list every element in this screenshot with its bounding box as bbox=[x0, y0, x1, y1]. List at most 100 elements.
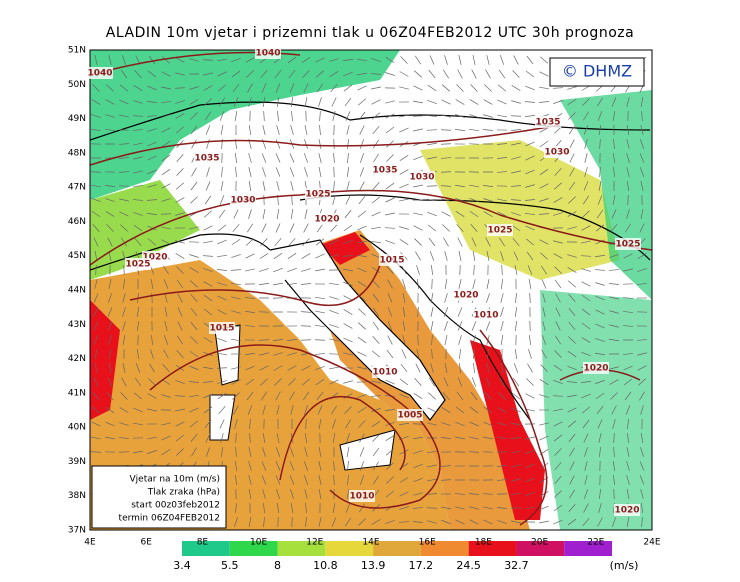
wind-arrow bbox=[471, 377, 477, 387]
wind-arrow bbox=[568, 294, 576, 302]
isobar-label-bg bbox=[349, 490, 375, 502]
wind-arrow bbox=[147, 212, 157, 216]
isobar-label: 1030 bbox=[230, 196, 255, 206]
wind-arrow bbox=[164, 307, 168, 317]
isobar-label-bg bbox=[379, 254, 405, 266]
wind-arrow bbox=[568, 504, 576, 512]
wind-arrow bbox=[275, 461, 281, 471]
wind-arrow bbox=[258, 339, 270, 341]
wind-arrow bbox=[177, 293, 183, 303]
wind-arrow bbox=[583, 503, 589, 513]
wind-arrow bbox=[540, 252, 548, 260]
wind-arrow bbox=[498, 392, 506, 400]
wind-arrow bbox=[291, 110, 293, 122]
wind-arrow bbox=[246, 70, 254, 78]
wind-arrow bbox=[371, 380, 381, 384]
wind-arrow bbox=[345, 419, 351, 429]
wind-arrow bbox=[612, 111, 616, 121]
wind-arrow bbox=[119, 84, 129, 92]
wind-arrow bbox=[304, 167, 308, 177]
wind-arrow bbox=[584, 139, 588, 149]
wind-arrow bbox=[496, 507, 508, 509]
wind-arrow bbox=[542, 307, 546, 317]
wind-arrow bbox=[429, 55, 435, 65]
wind-arrow bbox=[259, 253, 269, 259]
wind-arrow bbox=[612, 195, 616, 205]
wind-arrow bbox=[472, 55, 476, 65]
wind-arrow bbox=[105, 198, 115, 202]
wind-arrow bbox=[274, 69, 282, 79]
wind-arrow bbox=[372, 280, 380, 288]
wind-arrow bbox=[455, 519, 465, 525]
isobar-label-bg bbox=[544, 146, 570, 158]
wind-arrow bbox=[496, 465, 508, 467]
wind-arrow bbox=[430, 321, 434, 331]
wind-arrow bbox=[235, 166, 237, 178]
wind-arrow bbox=[539, 127, 549, 133]
wind-arrow bbox=[176, 168, 184, 176]
wind-arrow bbox=[501, 264, 503, 276]
wind-arrow bbox=[414, 238, 422, 246]
wind-arrow bbox=[413, 184, 423, 188]
wind-arrow bbox=[595, 380, 605, 384]
wind-arrow bbox=[582, 210, 590, 218]
wind-arrow bbox=[486, 293, 490, 303]
wind-arrow bbox=[371, 57, 381, 63]
wind-arrow bbox=[260, 378, 268, 386]
wind-arrow bbox=[599, 138, 601, 150]
wind-arrow bbox=[595, 309, 605, 315]
wind-arrow bbox=[581, 337, 591, 343]
wind-arrow bbox=[301, 268, 311, 272]
wind-arrow bbox=[261, 153, 267, 163]
wind-arrow bbox=[429, 377, 435, 387]
colorbar-label: 32.7 bbox=[504, 559, 529, 572]
wind-arrow bbox=[273, 252, 283, 260]
wind-arrow bbox=[316, 391, 324, 401]
wind-arrow bbox=[511, 464, 521, 468]
wind-arrow bbox=[216, 254, 228, 258]
wind-arrow bbox=[220, 125, 224, 135]
wind-arrow bbox=[191, 167, 197, 177]
wind-arrow bbox=[248, 461, 252, 471]
wind-arrow bbox=[245, 253, 255, 259]
wind-arrow bbox=[259, 268, 269, 272]
wind-arrow bbox=[398, 521, 410, 523]
wind-arrow bbox=[568, 196, 576, 204]
lat-label: 47N bbox=[68, 183, 86, 193]
isobar-label-bg bbox=[372, 366, 398, 378]
wind-arrow bbox=[358, 111, 366, 121]
wind-arrow bbox=[274, 237, 282, 247]
wind-arrow bbox=[598, 181, 602, 191]
wind-arrow bbox=[498, 69, 506, 79]
wind-arrow bbox=[304, 139, 308, 149]
lon-label: 16E bbox=[419, 538, 436, 548]
wind-arrow bbox=[217, 392, 227, 400]
isobar-label-bg bbox=[409, 171, 435, 183]
wind-arrow bbox=[275, 153, 281, 163]
wind-arrow bbox=[526, 55, 534, 65]
wind-arrow bbox=[597, 517, 603, 527]
colorbar-swatch bbox=[325, 541, 374, 556]
wind-arrow bbox=[372, 336, 380, 344]
wind-arrow bbox=[246, 391, 254, 401]
wind-arrow bbox=[598, 125, 602, 135]
wind-arrow bbox=[91, 99, 101, 105]
wind-arrow bbox=[595, 295, 605, 301]
wind-arrow bbox=[315, 268, 325, 272]
wind-arrow bbox=[122, 321, 126, 331]
wind-arrow bbox=[483, 211, 493, 217]
wind-arrow bbox=[622, 297, 634, 299]
wind-arrow bbox=[175, 113, 185, 119]
wind-arrow bbox=[91, 421, 101, 427]
wind-arrow bbox=[525, 506, 535, 510]
wind-arrow bbox=[330, 405, 338, 415]
wind-arrow bbox=[539, 520, 549, 524]
wind-arrow bbox=[160, 213, 172, 215]
wind-arrow bbox=[640, 125, 644, 135]
wind-arrow bbox=[90, 451, 102, 453]
wind-arrow bbox=[511, 156, 521, 160]
isobar-label: 1015 bbox=[209, 324, 234, 334]
wind-arrow bbox=[582, 195, 590, 205]
wind-arrow bbox=[385, 72, 395, 76]
